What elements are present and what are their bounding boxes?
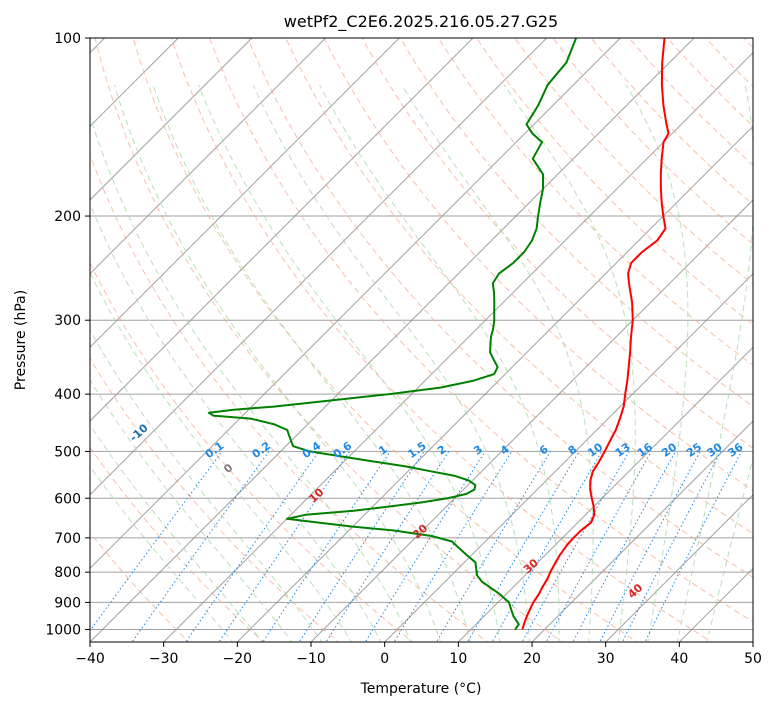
y-tick-label: 100 — [54, 31, 81, 47]
x-tick-label: −20 — [223, 651, 253, 667]
x-tick-label: 10 — [449, 651, 467, 667]
x-tick-label: 40 — [670, 651, 688, 667]
y-tick-label: 700 — [54, 531, 81, 547]
x-tick-label: −40 — [75, 651, 105, 667]
x-tick-label: 50 — [744, 651, 762, 667]
y-tick-label: 800 — [54, 565, 81, 581]
y-tick-label: 500 — [54, 444, 81, 460]
y-tick-label: 300 — [54, 313, 81, 329]
x-tick-label: −10 — [296, 651, 326, 667]
y-tick-label: 600 — [54, 491, 81, 507]
y-tick-label: 900 — [54, 595, 81, 611]
x-tick-label: −30 — [149, 651, 179, 667]
x-tick-label: 30 — [597, 651, 615, 667]
chart-title: wetPf2_C2E6.2025.216.05.27.G25 — [284, 12, 558, 32]
y-tick-label: 400 — [54, 387, 81, 403]
y-tick-label: 1000 — [45, 622, 81, 638]
x-axis-title: Temperature (°C) — [360, 681, 482, 697]
y-tick-label: 200 — [54, 209, 81, 225]
x-tick-label: 20 — [523, 651, 541, 667]
x-tick-label: 0 — [380, 651, 389, 667]
y-axis-title: Pressure (hPa) — [13, 290, 29, 390]
